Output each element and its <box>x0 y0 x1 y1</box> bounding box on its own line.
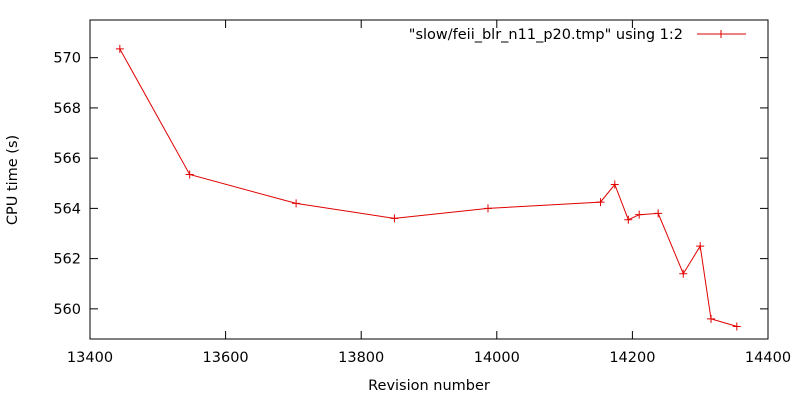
x-tick-label: 14400 <box>745 350 791 366</box>
legend-marker-plus <box>717 30 725 38</box>
data-point-marker <box>654 209 663 218</box>
data-point-marker <box>679 269 688 278</box>
data-point-marker <box>185 170 194 179</box>
data-point-marker <box>624 215 633 224</box>
series-line <box>119 48 737 327</box>
plot-frame <box>89 19 769 340</box>
y-tick-label: 568 <box>53 101 81 117</box>
y-tick-label: 560 <box>53 302 81 318</box>
y-tick-label: 562 <box>53 252 81 268</box>
data-point-marker <box>635 210 644 219</box>
x-tick-label: 13600 <box>203 350 249 366</box>
x-tick-label: 14200 <box>609 350 655 366</box>
data-point-marker <box>292 199 301 208</box>
legend-marker <box>717 30 725 38</box>
data-point-marker <box>596 198 605 207</box>
data-point-marker <box>707 314 716 323</box>
y-tick-label: 566 <box>53 151 81 167</box>
data-point-marker <box>732 322 741 331</box>
x-axis: 13400 13600 13800 14000 14200 14400 <box>67 20 791 366</box>
legend-label: "slow/feii_blr_n11_p20.tmp" using 1:2 <box>409 27 683 43</box>
y-axis-label: CPU time (s) <box>5 135 21 225</box>
y-tick-label: 570 <box>53 51 81 67</box>
series-cpu-time <box>115 44 741 331</box>
y-tick-label: 564 <box>53 201 81 217</box>
x-tick-label: 13400 <box>67 350 113 366</box>
x-tick-label: 14000 <box>474 350 520 366</box>
data-point-marker <box>696 242 705 251</box>
x-tick-label: 13800 <box>338 350 384 366</box>
data-point-marker <box>610 180 619 189</box>
data-point-marker <box>390 214 399 223</box>
data-point-marker <box>483 204 492 213</box>
y-axis: 560 562 564 566 568 570 <box>53 51 768 318</box>
data-point-marker <box>115 44 124 53</box>
x-axis-label: Revision number <box>368 378 490 394</box>
legend: "slow/feii_blr_n11_p20.tmp" using 1:2 <box>409 27 746 43</box>
